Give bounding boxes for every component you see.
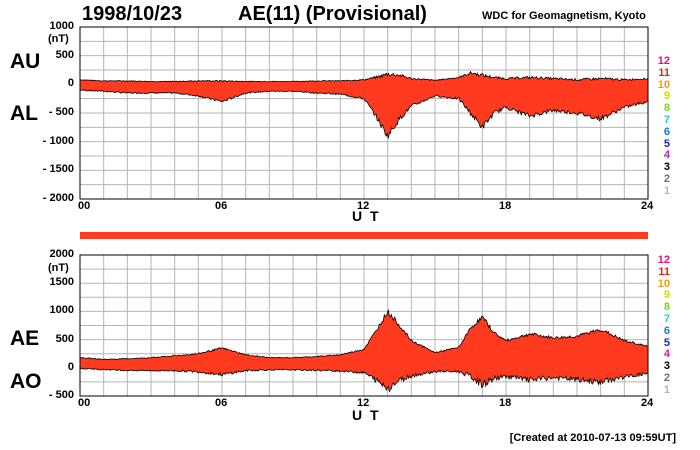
- xtick-label: 00: [78, 200, 91, 212]
- panel1-unit-label: (nT): [48, 33, 69, 45]
- legend-station-count: 8: [663, 301, 670, 314]
- legend-station-count: 11: [658, 66, 670, 79]
- ytick-label: - 500: [48, 389, 74, 401]
- legend-station-count: 3: [663, 161, 670, 174]
- legend-station-count: 4: [663, 149, 670, 162]
- legend-station-count: 1: [663, 184, 670, 197]
- xtick-label: 00: [78, 397, 91, 409]
- legend-station-count: 11: [658, 265, 670, 278]
- date-label: 1998/10/23: [82, 3, 183, 25]
- legend-station-count: 1: [663, 383, 670, 396]
- series-line-al: [79, 89, 649, 139]
- legend-station-count: 6: [663, 125, 670, 138]
- legend-station-count: 4: [663, 348, 670, 361]
- ytick-label: - 1000: [42, 134, 74, 147]
- legend-station-count: 5: [663, 336, 670, 349]
- legend-station-count: 2: [663, 372, 670, 384]
- legend-station-count: 6: [663, 324, 670, 337]
- panel1-xaxis-label: U T: [352, 208, 381, 224]
- legend-station-count: 12: [657, 55, 670, 67]
- legend-station-count: 5: [663, 137, 670, 150]
- xtick-label: 18: [499, 397, 512, 409]
- chart-title: AE(11) (Provisional): [238, 3, 427, 25]
- legend-station-count: 3: [663, 360, 670, 373]
- ytick-label: - 2000: [42, 192, 74, 204]
- legend-station-count: 10: [657, 78, 670, 91]
- series-band-ae-ao: [80, 309, 648, 392]
- ytick-label: - 500: [48, 106, 74, 118]
- panel2-xaxis-label: U T: [352, 407, 381, 423]
- ytick-label: 0: [67, 360, 74, 373]
- au-label: AU: [10, 50, 41, 73]
- legend-station-count: 2: [663, 173, 670, 185]
- xtick-label: 12: [357, 200, 370, 212]
- al-label: AL: [10, 102, 38, 125]
- created-timestamp: [Created at 2010-07-13 09:59UT]: [509, 432, 676, 444]
- ytick-label: 0: [67, 77, 74, 90]
- xtick-label: 24: [641, 200, 654, 212]
- legend-station-count: 12: [657, 254, 670, 266]
- ae-label: AE: [10, 327, 40, 350]
- xtick-label: 06: [215, 200, 228, 212]
- legend-station-count: 10: [657, 277, 670, 290]
- station-coverage-bar: [80, 232, 648, 239]
- series-line-au: [79, 70, 649, 83]
- xtick-label: 24: [641, 397, 654, 409]
- series-line-ae: [79, 309, 649, 360]
- legend-station-count: 7: [663, 114, 670, 126]
- panel2-unit-label: (nT): [48, 262, 69, 274]
- legend-station-count: 9: [663, 90, 670, 103]
- xtick-label: 12: [357, 397, 370, 409]
- xtick-label: 06: [215, 397, 228, 409]
- series-band-au-al: [80, 71, 648, 139]
- legend-station-count: 7: [663, 313, 670, 325]
- plot-frame: [79, 254, 649, 397]
- source-label: WDC for Geomagnetism, Kyoto: [482, 10, 646, 22]
- ytick-label: 500: [55, 48, 74, 61]
- ytick-label: 1500: [49, 276, 74, 289]
- plot-frame: [79, 26, 649, 200]
- ytick-label: 1000: [49, 304, 74, 317]
- ytick-label: 1000: [49, 20, 74, 32]
- legend-station-count: 9: [663, 289, 670, 302]
- ytick-label: 500: [55, 332, 74, 345]
- legend-station-count: 8: [663, 102, 670, 115]
- ytick-label: 2000: [49, 248, 74, 260]
- xtick-label: 18: [499, 200, 512, 212]
- series-line-ao: [79, 367, 649, 393]
- ytick-label: - 1500: [42, 163, 74, 176]
- ao-label: AO: [10, 370, 42, 393]
